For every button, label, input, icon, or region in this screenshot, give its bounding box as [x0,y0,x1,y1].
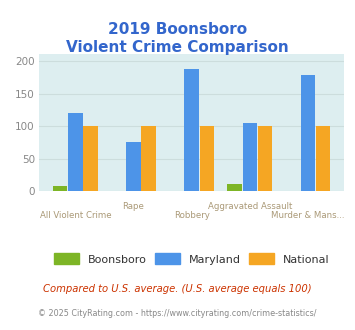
Bar [68,113,83,191]
Text: All Violent Crime: All Violent Crime [39,211,111,220]
Bar [126,143,141,191]
Bar [53,185,67,191]
Legend: Boonsboro, Maryland, National: Boonsboro, Maryland, National [50,249,334,269]
Bar [185,69,199,191]
Text: Aggravated Assault: Aggravated Assault [208,203,292,212]
Text: Rape: Rape [122,203,144,212]
Text: Robbery: Robbery [174,211,210,220]
Text: 2019 Boonsboro: 2019 Boonsboro [108,22,247,37]
Bar [242,123,257,191]
Text: © 2025 CityRating.com - https://www.cityrating.com/crime-statistics/: © 2025 CityRating.com - https://www.city… [38,309,317,318]
Bar [258,126,272,191]
Bar [200,126,214,191]
Bar [228,184,242,191]
Bar [83,126,98,191]
Text: Violent Crime Comparison: Violent Crime Comparison [66,40,289,55]
Text: Murder & Mans...: Murder & Mans... [271,211,345,220]
Bar [141,126,156,191]
Text: Compared to U.S. average. (U.S. average equals 100): Compared to U.S. average. (U.S. average … [43,284,312,294]
Bar [301,75,315,191]
Bar [316,126,331,191]
